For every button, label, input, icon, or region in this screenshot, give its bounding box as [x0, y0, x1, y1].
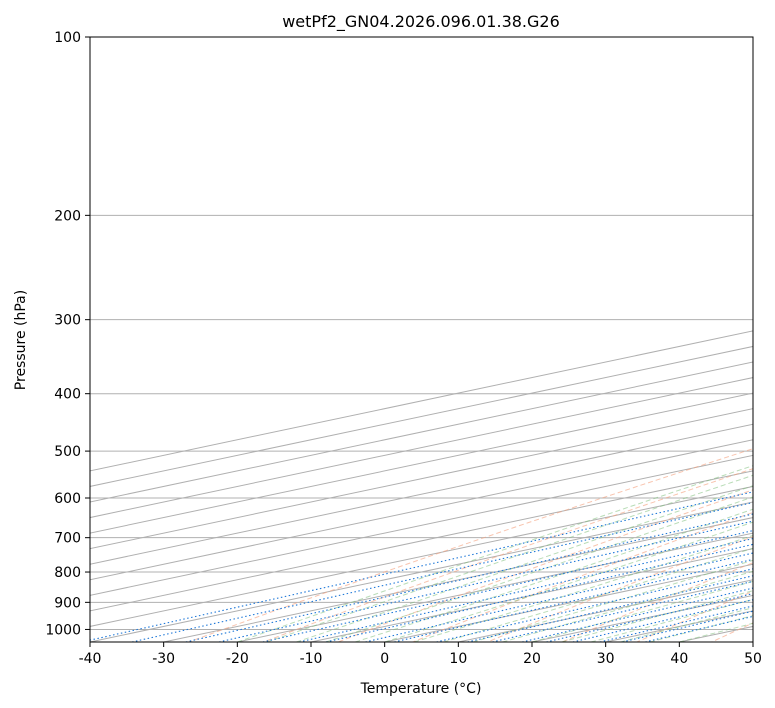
x-tick-label: -30 — [152, 651, 175, 667]
moist-adiabat — [266, 474, 753, 642]
y-tick-label: 300 — [54, 313, 81, 329]
mixing-ratio-line — [365, 552, 753, 642]
x-tick-label: 0 — [380, 651, 389, 667]
x-tick-label: 40 — [670, 651, 688, 667]
isotherm-line — [90, 485, 753, 627]
mixing-ratio-lines — [90, 491, 753, 642]
y-tick-label: 500 — [54, 444, 81, 460]
dry-adiabat — [263, 468, 753, 642]
isotherm-line — [90, 454, 753, 596]
y-tick-label: 200 — [54, 208, 81, 224]
y-tick-label: 800 — [54, 565, 81, 581]
mixing-ratio-line — [394, 558, 753, 642]
axes: -40 -30 -20 -10 0 10 20 30 40 50 1000 900 800 700 600 5… — [45, 30, 762, 667]
isotherm-line — [90, 439, 753, 581]
plot-frame — [89, 36, 754, 643]
mixing-ratio-line — [90, 491, 753, 641]
moist-adiabat — [502, 570, 753, 642]
mixing-ratio-line — [325, 543, 753, 642]
moist-adiabat — [237, 465, 753, 642]
isotherm-line — [90, 470, 753, 612]
y-axis-label: Pressure (hPa) — [13, 290, 29, 390]
y-tick-label: 400 — [54, 387, 81, 403]
y-tick-label: 900 — [54, 595, 81, 611]
moist-adiabats — [237, 465, 753, 642]
y-tick-label: 100 — [54, 30, 81, 46]
x-tick-label: 20 — [523, 651, 541, 667]
isotherm-line — [90, 423, 753, 565]
dry-adiabat — [338, 489, 753, 642]
dry-adiabat — [487, 536, 753, 642]
skewed-isotherm-grid — [90, 330, 753, 642]
x-tick-label: 50 — [744, 651, 762, 667]
isotherm-line — [237, 532, 753, 642]
dry-adiabat — [636, 590, 753, 642]
x-tick-label: -10 — [300, 651, 323, 667]
dry-adiabat — [188, 448, 753, 642]
isotherm-line — [90, 501, 753, 642]
isotherm-line — [90, 330, 753, 472]
x-axis-label: Temperature (°C) — [360, 681, 482, 697]
moist-adiabat — [355, 508, 753, 642]
x-tick-label: 30 — [597, 651, 615, 667]
moist-adiabat — [296, 485, 753, 642]
mixing-ratio-line — [436, 568, 753, 642]
moist-adiabat — [384, 521, 753, 642]
x-tick-label: -40 — [79, 651, 102, 667]
chart-title: wetPf2_GN04.2026.096.01.38.G26 — [282, 12, 560, 32]
mixing-ratio-line — [218, 520, 753, 642]
y-tick-label: 1000 — [45, 622, 81, 638]
y-tick-label: 700 — [54, 531, 81, 547]
y-tick-label: 600 — [54, 491, 81, 507]
isotherm-line — [90, 408, 753, 550]
x-tick-label: 10 — [449, 651, 467, 667]
moist-adiabat — [443, 547, 753, 642]
moist-adiabat — [561, 590, 753, 642]
x-tick-label: -20 — [226, 651, 249, 667]
isotherm-line — [163, 517, 753, 642]
moist-adiabat — [472, 559, 753, 642]
dry-adiabat — [562, 562, 753, 642]
